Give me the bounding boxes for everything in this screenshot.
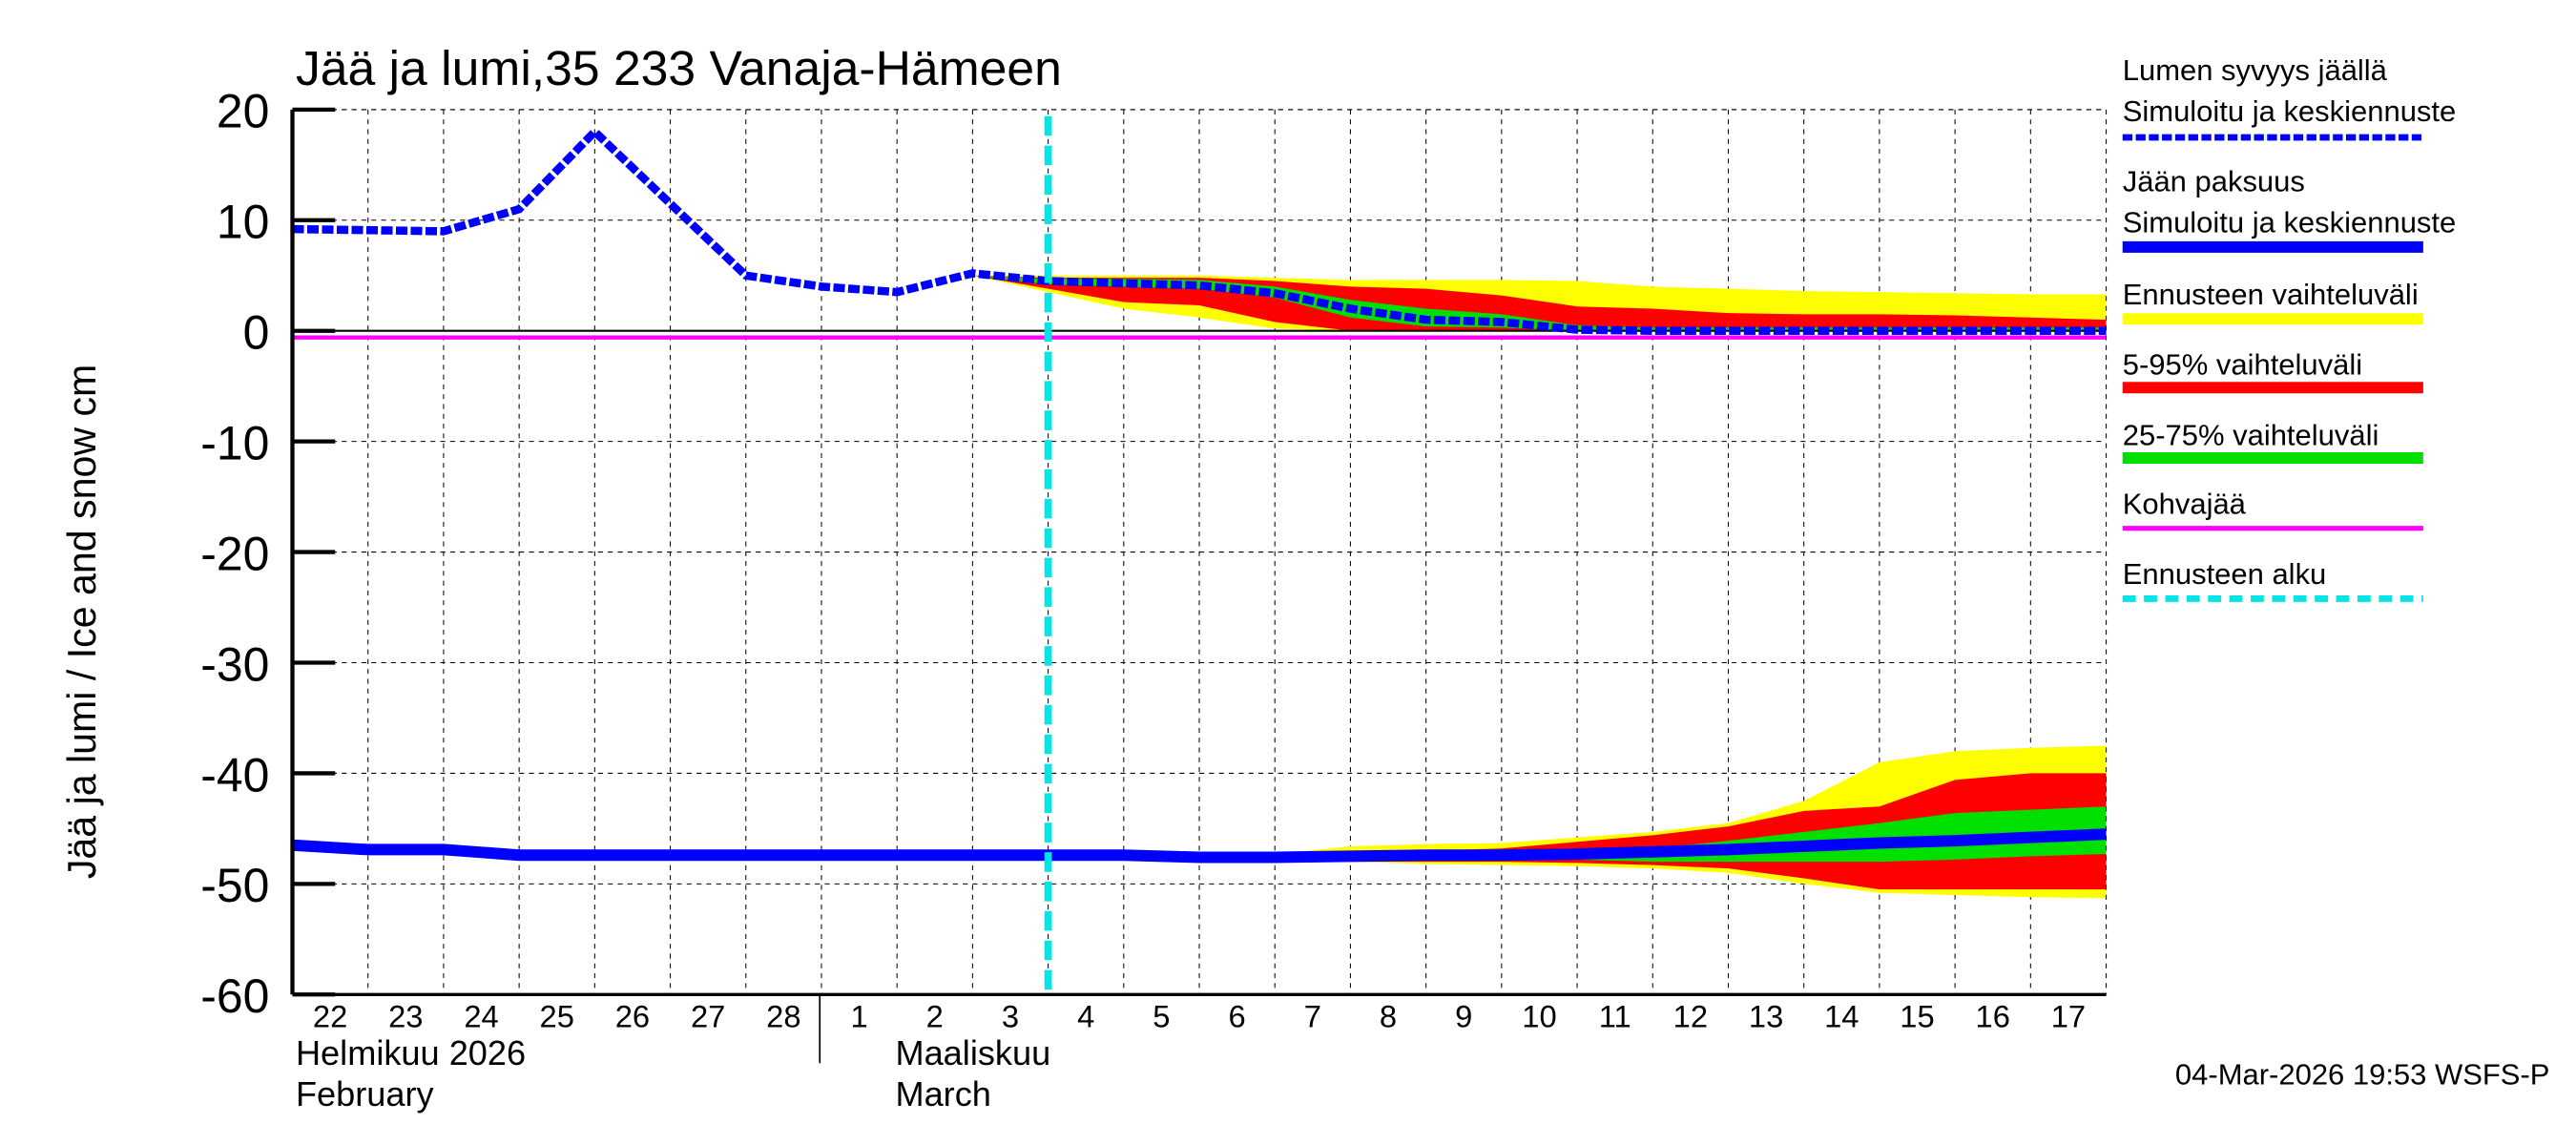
y-tick-label: 0 (243, 306, 270, 360)
y-tick-label: -10 (200, 417, 269, 470)
x-tick-label: 24 (464, 999, 498, 1034)
x-tick-label: 3 (1002, 999, 1019, 1034)
legend-label: Simuloitu ja keskiennuste (2123, 94, 2457, 128)
x-tick-label: 11 (1599, 999, 1631, 1034)
x-tick-label: 13 (1749, 999, 1783, 1034)
legend-label: Ennusteen vaihteluväli (2123, 278, 2419, 311)
x-tick-label: 2 (926, 999, 944, 1034)
x-tick-label: 25 (540, 999, 574, 1034)
x-tick-label: 15 (1900, 999, 1934, 1034)
y-axis-label: Jää ja lumi / Ice and snow cm (60, 364, 104, 879)
x-tick-label: 8 (1380, 999, 1397, 1034)
x-tick-label: 12 (1673, 999, 1708, 1034)
x-tick-label: 16 (1976, 999, 2010, 1034)
legend-label: 5-95% vaihteluväli (2123, 348, 2362, 382)
x-tick-label: 14 (1824, 999, 1859, 1034)
x-tick-label: 23 (388, 999, 423, 1034)
month-label-fi: Maaliskuu (895, 1033, 1050, 1072)
y-tick-label: -60 (200, 969, 269, 1023)
band-p25-75 (972, 275, 2107, 331)
y-tick-label: -30 (200, 637, 269, 691)
x-tick-label: 26 (615, 999, 650, 1034)
legend-label: Simuloitu ja keskiennuste (2123, 205, 2457, 239)
series-snow-depth (292, 126, 2107, 335)
legend-label: 25-75% vaihteluväli (2123, 418, 2379, 451)
x-tick-label: 17 (2051, 999, 2086, 1034)
month-label-en: February (296, 1074, 434, 1114)
x-tick-label: 27 (691, 999, 725, 1034)
y-tick-label: -40 (200, 748, 269, 802)
legend-label: Kohvajää (2123, 487, 2247, 520)
x-tick-label: 4 (1077, 999, 1094, 1034)
legend-label: Ennusteen alku (2123, 557, 2327, 591)
month-label-en: March (895, 1074, 990, 1114)
y-tick-label: -20 (200, 528, 269, 581)
month-label-fi: Helmikuu 2026 (296, 1033, 526, 1072)
x-tick-label: 1 (850, 999, 867, 1034)
legend-label: Jään paksuus (2123, 165, 2305, 198)
x-tick-label: 6 (1229, 999, 1246, 1034)
legend-label: Lumen syvyys jäällä (2123, 53, 2388, 87)
footer-timestamp: 04-Mar-2026 19:53 WSFS-P (2175, 1058, 2550, 1092)
x-tick-label: 10 (1522, 999, 1556, 1034)
x-tick-label: 9 (1455, 999, 1472, 1034)
x-tick-label: 28 (766, 999, 800, 1034)
y-tick-label: 10 (217, 196, 270, 249)
x-tick-label: 7 (1304, 999, 1321, 1034)
y-tick-label: 20 (217, 85, 270, 138)
x-tick-label: 5 (1153, 999, 1170, 1034)
chart-title: Jää ja lumi,35 233 Vanaja-Hämeen (296, 40, 1062, 95)
y-tick-label: -50 (200, 859, 269, 912)
series-ice-thickness (292, 828, 2107, 864)
x-tick-label: 22 (313, 999, 347, 1034)
